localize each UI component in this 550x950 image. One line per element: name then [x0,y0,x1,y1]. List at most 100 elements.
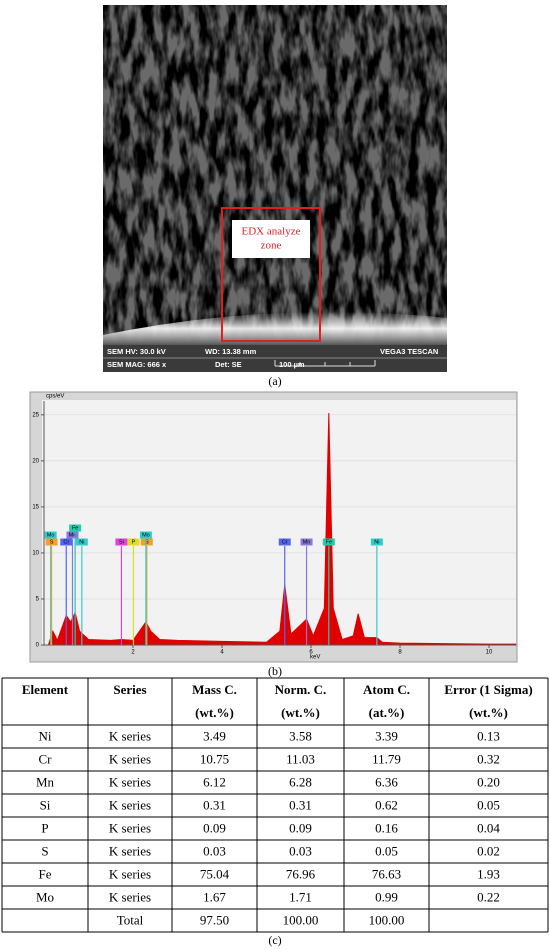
element-tag [60,538,73,546]
header-cell: Error (1 Sigma) [444,682,532,697]
table-cell: 0.22 [477,889,500,904]
header-cell: Series [113,682,146,697]
element-label: Mo [142,532,150,538]
element-label: Mn [303,539,311,545]
element-label: P [132,539,136,545]
element-label: Ni [374,539,379,545]
table-cell: 10.75 [200,751,229,766]
table-cell: K series [109,820,151,835]
sem-info: Det: SE [215,360,242,369]
table: Element Series Mass C. (wt.%) Norm. C. (wt.%)… [1,677,549,933]
table-cell: 0.03 [289,843,312,858]
total-cell: 100.00 [283,912,319,927]
table-cell: 1.67 [203,889,226,904]
header-cell: (wt.%) [195,705,234,720]
element-tag [140,538,153,546]
element-label: Cr [282,539,288,545]
sem-info: SEM HV: 30.0 kV [107,347,166,356]
table-cell: 0.31 [289,797,312,812]
y-axis-label: cps/eV [46,394,64,400]
element-tag [75,538,88,546]
caption: (b) [268,664,282,678]
element-tag [300,538,313,546]
header-cell: (at.%) [369,705,405,720]
zone-label: zone [261,240,282,252]
caption: (a) [268,374,281,388]
element-tag [322,538,335,546]
x-axis-label: keV [310,655,320,661]
table-cell: 6.12 [203,774,226,789]
zone-label: EDX analyze [242,226,301,238]
table-cell: 0.99 [375,889,398,904]
element-tag [370,538,383,546]
table-cell: 0.09 [203,820,226,835]
element-tag [44,531,57,539]
element-label: Ni [79,539,84,545]
sem-info: WD: 13.38 mm [205,347,257,356]
table-cell: K series [109,843,151,858]
table-cell: 0.09 [289,820,312,835]
element-label: Mn [69,532,77,538]
table-cell: K series [109,797,151,812]
table-cell: 0.03 [203,843,226,858]
table-cell: Cr [39,751,53,766]
table-cell: 0.62 [375,797,398,812]
table-cell: 3.49 [203,728,226,743]
element-tag [69,524,82,532]
y-tick-label: 0 [36,643,40,649]
y-tick-label: 15 [32,504,39,510]
table-cell: 0.20 [477,774,500,789]
element-label: Fe [326,539,332,545]
plot-area [42,400,516,645]
table-cell: 0.05 [477,797,500,812]
table-cell: 75.04 [200,866,230,881]
table-cell: 1.71 [289,889,312,904]
sem-info: VEGA3 TESCAN [380,347,438,356]
table-cell: 6.36 [375,774,398,789]
total-cell: 97.50 [200,912,229,927]
table-cell: K series [109,774,151,789]
table-cell: 76.96 [286,866,316,881]
table-cell: Mo [36,889,54,904]
table-cell: Ni [39,728,52,743]
element-tag [139,531,152,539]
header-cell: Mass C. [192,682,237,697]
x-tick-label: 8 [398,650,402,656]
table-cell: 0.02 [477,843,500,858]
x-tick-label: 4 [220,650,224,656]
y-tick-label: 25 [32,412,39,418]
table-cell: 3.39 [375,728,398,743]
header-cell: Element [22,682,69,697]
x-tick-label: 10 [486,650,493,656]
table-cell: S [41,843,48,858]
sem-image [103,5,447,372]
y-tick-label: 5 [36,597,40,603]
y-tick-label: 10 [32,551,39,557]
header-cell: Norm. C. [275,682,327,697]
element-tag [45,538,58,546]
table-cell: K series [109,751,151,766]
sem-info: 100 µm [279,360,305,369]
x-tick-label: 6 [309,650,313,656]
table-cell: Fe [39,866,52,881]
table-cell: 0.32 [477,751,500,766]
table-cell: Mn [36,774,55,789]
element-label: Si [119,539,124,545]
table-cell: 0.05 [375,843,398,858]
element-label: S [50,539,54,545]
table-cell: 0.16 [375,820,398,835]
element-label: S [145,539,149,545]
x-tick-label: 2 [131,650,135,656]
element-label: Mo [47,532,55,538]
element-tag [115,538,128,546]
y-tick-label: 20 [32,458,39,464]
table-cell: 1.93 [477,866,500,881]
element-tag [278,538,291,546]
element-tag [127,538,140,546]
table-cell: K series [109,866,151,881]
table-cell: 76.63 [372,866,401,881]
caption: (c) [268,933,281,947]
table-cell: 11.79 [372,751,401,766]
